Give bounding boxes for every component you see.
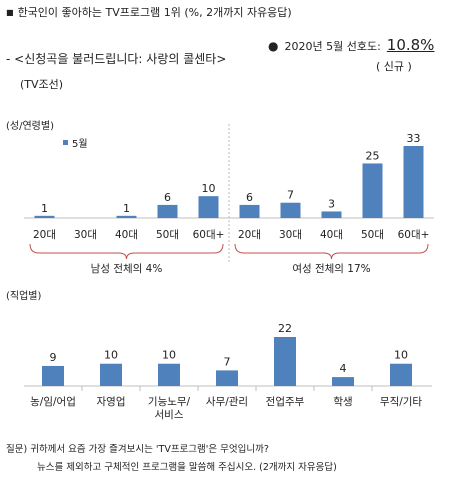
data-label: 10: [394, 349, 408, 362]
tick-label: 자영업: [97, 395, 126, 408]
legend-swatch: [63, 140, 68, 145]
tick-label: 40대: [320, 229, 343, 241]
data-label: 22: [278, 322, 292, 335]
bar: [34, 215, 55, 218]
tick-label: 전업주부: [266, 395, 305, 408]
tick-label: 50대: [156, 229, 179, 241]
bar: [390, 363, 412, 386]
tick-label: 60대+: [398, 229, 430, 241]
section-gender-age: (성/연령별): [6, 121, 54, 132]
question-line-1: 질문) 귀하께서 요즘 가장 즐겨보시는 'TV프로그램'은 무엇입니까?: [6, 444, 269, 455]
section-occupation: (직업별): [6, 291, 42, 302]
chart-title-text: 한국인이 좋아하는 TV프로그램 1위 (%, 2개까지 자유응답): [17, 6, 292, 19]
data-label: 6: [164, 191, 171, 204]
group-brace: [29, 243, 224, 260]
tick-label: 서비스: [155, 409, 184, 421]
bar: [100, 363, 122, 386]
data-label: 7: [224, 355, 231, 368]
question-line-2: 뉴스를 제외하고 구체적인 프로그램을 말씀해 주십시오. (2개까지 자유응답…: [37, 462, 337, 473]
data-label: 1: [41, 202, 48, 215]
bar: [362, 163, 383, 218]
tick-label: 학생: [333, 396, 352, 408]
group-label: 남성 전체의 4%: [91, 263, 163, 275]
data-label: 3: [328, 197, 335, 210]
survey-label: 2020년 5월 선호도:: [284, 40, 381, 53]
bar: [116, 215, 137, 218]
tick-label: 50대: [361, 229, 384, 241]
tick-label: 60대+: [193, 229, 225, 241]
square-bullet-icon: ■: [6, 8, 14, 17]
tick-label: 20대: [238, 229, 261, 241]
program-channel: (TV조선): [20, 78, 64, 91]
bar: [157, 204, 178, 218]
data-label: 9: [50, 351, 57, 364]
bar: [403, 146, 424, 218]
survey-result: ● 2020년 5월 선호도: 10.8%: [268, 36, 434, 54]
tick-label: 40대: [115, 229, 138, 241]
bar: [239, 204, 260, 218]
data-label: 6: [246, 191, 253, 204]
program-name-text: <신청곡을 불러드립니다: 사랑의 콜센타>: [14, 52, 227, 66]
bar: [158, 363, 180, 386]
bar: [274, 337, 296, 386]
chart-title: ■ 한국인이 좋아하는 TV프로그램 1위 (%, 2개까지 자유응답): [6, 4, 292, 20]
survey-sub: ( 신규 ): [376, 60, 412, 73]
tick-label: 사무/관리: [206, 396, 248, 408]
tick-label: 30대: [279, 229, 302, 241]
tick-label: 30대: [74, 229, 97, 241]
program-name: - <신청곡을 불러드립니다: 사랑의 콜센타>: [6, 50, 226, 67]
data-label: 33: [407, 132, 421, 145]
data-label: 4: [340, 362, 347, 375]
data-label: 10: [162, 349, 176, 362]
data-label: 10: [202, 182, 216, 195]
dash-bullet: -: [6, 52, 15, 66]
bar: [332, 377, 354, 386]
group-brace: [234, 243, 429, 260]
data-label: 25: [366, 149, 380, 162]
data-label: 1: [123, 202, 130, 215]
survey-value: 10.8%: [386, 36, 435, 54]
data-label: 7: [287, 189, 294, 202]
bar: [198, 196, 219, 218]
tick-label: 기능노무/: [148, 396, 191, 408]
bar: [321, 211, 342, 218]
legend-label: 5월: [72, 138, 88, 150]
tick-label: 농/임/어업: [30, 395, 76, 408]
bar: [216, 370, 238, 386]
tick-label: 무직/기타: [380, 396, 423, 408]
bar: [42, 365, 64, 386]
tick-label: 20대: [33, 229, 56, 241]
bullet-dot-icon: ●: [268, 39, 279, 53]
group-label: 여성 전체의 17%: [292, 263, 370, 275]
data-label: 10: [104, 349, 118, 362]
bar: [280, 202, 301, 218]
